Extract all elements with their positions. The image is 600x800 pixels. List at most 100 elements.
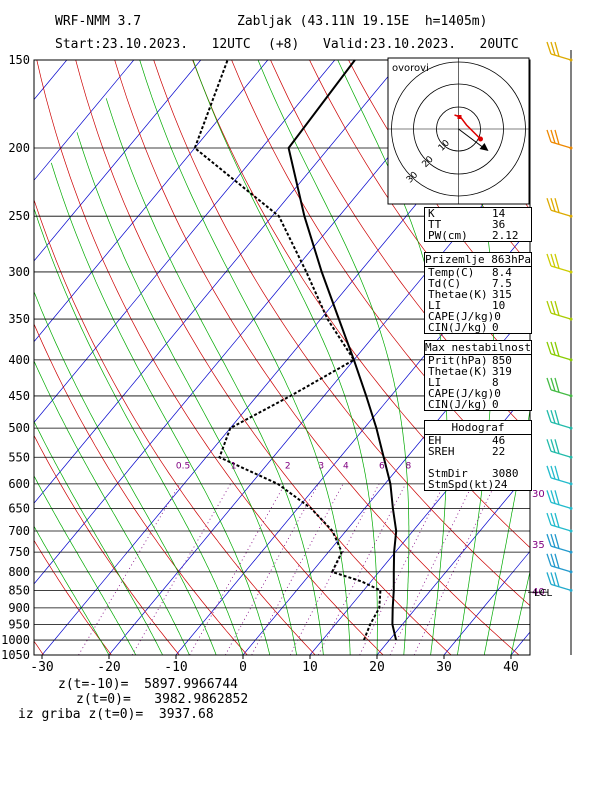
wind-barb [546, 512, 573, 533]
mixing-ratio-line [289, 483, 380, 655]
wind-barb-dot [569, 550, 573, 554]
stat-label: Td(C) [428, 277, 462, 290]
stat-label: EH [428, 434, 442, 447]
wind-barb-shaft [550, 53, 572, 61]
wind-barb-flag [554, 553, 560, 569]
stat-label: SREH [428, 445, 455, 458]
wind-barb-flag [550, 490, 556, 504]
isotherm-line [376, 470, 530, 655]
temperature-tick-label: 20 [369, 660, 385, 675]
stat-value: 24 [494, 478, 508, 491]
surface-row: Td(C) 7.5 [425, 278, 531, 289]
wind-barb-shaft [550, 524, 572, 532]
pressure-tick-label: 850 [8, 583, 30, 597]
wind-barb-flag [546, 409, 552, 423]
stat-value: 850 [492, 354, 512, 367]
wind-barb-flag [550, 409, 556, 424]
wind-barb-flag [550, 129, 556, 144]
wind-barb [546, 41, 573, 62]
wind-barb-flag [546, 341, 552, 355]
wind-barb-flag [554, 377, 560, 393]
moist-adiabat-line [34, 290, 217, 655]
forecast-start: Start:23.10.2023. 12UTC [55, 37, 251, 52]
isotherm-line [175, 227, 530, 655]
wind-barb-flag [550, 533, 556, 548]
wind-barb-flag [546, 465, 552, 479]
wind-barb-flag [546, 41, 552, 55]
wind-barb-shaft [550, 209, 572, 217]
wind-barb-dot [569, 358, 573, 362]
pressure-tick-label: 500 [8, 421, 30, 435]
stat-label: CAPE(J/kg) [428, 387, 495, 400]
wind-speed-label: 35 [532, 540, 545, 551]
mixing-ratio-label: 3 [318, 462, 324, 472]
stats-unstable: Max nestabilnost Prit(hPa) 850 Thetae(K) 319… [424, 340, 532, 411]
hodograph-point [478, 136, 483, 142]
hodo-row: SREH 22 [425, 446, 531, 457]
wind-barb [546, 300, 573, 321]
moist-adiabat-line [257, 60, 410, 655]
mixing-ratio-label: 4 [343, 462, 349, 472]
wind-barb-shaft [550, 353, 572, 361]
wind-barb-flag [550, 439, 556, 453]
forecast-offset: (+8) [268, 37, 300, 52]
wind-barb-dot [569, 270, 573, 274]
wind-barb-flag [550, 300, 556, 315]
hodo-row: StmDir 3080 [425, 468, 531, 479]
wind-barb-flag [550, 553, 556, 568]
wind-barb-flag [554, 572, 560, 587]
moist-adiabat-line [105, 98, 324, 655]
mixing-ratio-label: 6 [379, 462, 385, 472]
stat-label: LI [428, 376, 442, 389]
wind-barb [546, 439, 573, 459]
wind-barb-flag [554, 253, 560, 269]
hodo-row: EH 46 [425, 435, 531, 446]
wind-barb-flag [546, 512, 552, 526]
temperature-tick-label: -30 [30, 660, 53, 675]
wind-barb-flag [554, 409, 560, 425]
stat-value: 8 [492, 376, 499, 389]
wind-barb-shaft [550, 501, 572, 509]
wind-barb-flag [550, 377, 556, 392]
pressure-tick-label: 350 [8, 312, 30, 326]
model-name: WRF-NMM 3.7 [55, 14, 142, 29]
dry-adiabat-line [34, 198, 316, 655]
wind-barb-dot [569, 146, 573, 150]
temperature-tick-label: -20 [97, 660, 120, 675]
wind-barb-dot [569, 214, 573, 218]
stat-label: CIN(J/kg) [428, 321, 488, 334]
pressure-tick-label: 200 [8, 141, 30, 155]
wind-barb-shaft [550, 450, 572, 458]
pressure-tick-label: 1050 [1, 648, 30, 662]
dry-adiabat-line [36, 60, 384, 655]
temperature-curve [287, 59, 398, 641]
z-zero: z(t=0)= 3982.9862852 [76, 692, 249, 707]
wind-barb-flag [550, 341, 556, 356]
stat-value: 46 [492, 434, 506, 447]
isotherm-line [34, 60, 403, 504]
wind-barb-flag [546, 572, 552, 585]
hodo-row: StmSpd(kt) 24 [425, 479, 531, 490]
unstable-row: Prit(hPa) 850 [425, 355, 531, 366]
isotherm-line [34, 60, 135, 181]
surface-row: Temp(C) 8.4 [425, 267, 531, 278]
wind-speed-label: 30 [532, 489, 545, 500]
wind-barb-flag [554, 300, 560, 316]
wind-barb-dot [569, 317, 573, 321]
station-location: Zabljak (43.11N 19.15E h=1405m) [237, 14, 488, 29]
wind-barb-flag [550, 198, 556, 212]
pressure-tick-label: 400 [8, 353, 30, 367]
pressure-tick-label: 150 [8, 53, 30, 67]
wind-barb-flag [554, 512, 560, 528]
unstable-row: Thetae(K) 319 [425, 366, 531, 377]
stat-value: 0 [494, 387, 501, 400]
stat-value: 2.12 [492, 229, 519, 242]
wind-barb-dot [569, 482, 573, 486]
wind-barb [546, 129, 573, 150]
isotherm-line [443, 550, 530, 655]
unstable-title: Max nestabilnost [425, 341, 531, 355]
wind-barb-shaft [550, 583, 572, 592]
stat-value: 0 [492, 398, 499, 411]
mixing-ratio-label: 0.5 [176, 462, 190, 472]
temperature-tick-label: 30 [436, 660, 452, 675]
